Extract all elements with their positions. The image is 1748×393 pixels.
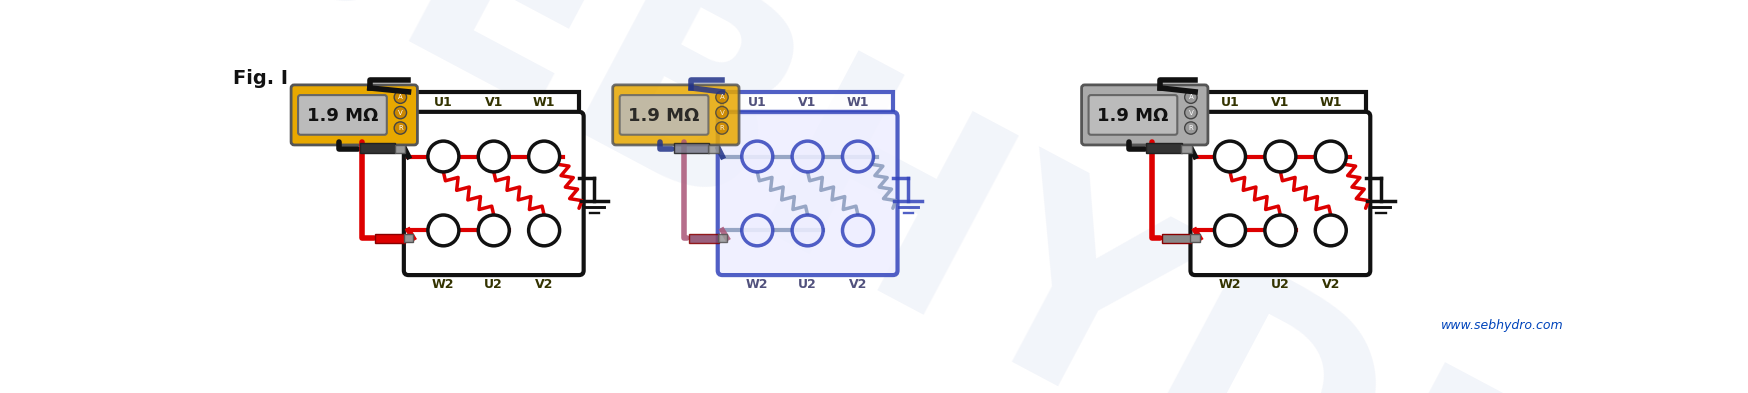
FancyBboxPatch shape [290,85,418,145]
Text: W1: W1 [1318,96,1341,109]
Text: R: R [1189,125,1192,131]
Circle shape [393,122,406,134]
Text: V1: V1 [1271,96,1288,109]
Text: W1: W1 [846,96,869,109]
Text: U2: U2 [1271,278,1288,291]
Text: V: V [1189,110,1192,116]
Text: A: A [718,94,724,100]
Bar [409,92,579,113]
Text: V: V [718,110,724,116]
Bar [395,145,406,152]
Text: SEBHYDR: SEBHYDR [180,0,1612,393]
Text: Fig. I: Fig. I [232,69,287,88]
Text: R: R [399,125,402,131]
Text: W2: W2 [746,278,767,291]
FancyBboxPatch shape [717,112,897,275]
Text: W1: W1 [533,96,556,109]
Circle shape [1264,141,1295,172]
Text: U1: U1 [1220,96,1239,109]
FancyBboxPatch shape [404,112,584,275]
FancyBboxPatch shape [1190,112,1369,275]
Circle shape [715,91,727,103]
Circle shape [393,91,406,103]
Circle shape [1183,107,1196,119]
Circle shape [428,141,458,172]
Circle shape [528,215,559,246]
Circle shape [843,141,872,172]
Text: V1: V1 [484,96,503,109]
Circle shape [1314,141,1346,172]
Text: 1.9 MΩ: 1.9 MΩ [306,107,378,125]
Bar [1190,234,1199,242]
Circle shape [1213,215,1245,246]
Circle shape [741,215,773,246]
Bar [360,143,395,153]
Text: 1.9 MΩ: 1.9 MΩ [1096,107,1168,125]
Text: 1.9 MΩ: 1.9 MΩ [628,107,699,125]
Circle shape [1213,141,1245,172]
Text: V2: V2 [535,278,552,291]
Bar [1180,145,1192,152]
Circle shape [792,215,823,246]
Bar [376,233,404,243]
Circle shape [715,107,727,119]
Circle shape [792,141,823,172]
Circle shape [428,215,458,246]
Text: A: A [1189,94,1192,100]
Text: U1: U1 [748,96,766,109]
FancyBboxPatch shape [612,85,739,145]
Bar [673,143,708,153]
Text: U2: U2 [484,278,503,291]
Bar [1145,143,1182,153]
Text: V2: V2 [1321,278,1339,291]
Text: W2: W2 [432,278,454,291]
Circle shape [393,107,406,119]
FancyBboxPatch shape [1087,95,1176,135]
Circle shape [1183,91,1196,103]
Circle shape [715,122,727,134]
Text: V2: V2 [848,278,867,291]
Text: R: R [718,125,724,131]
Text: www.sebhydro.com: www.sebhydro.com [1440,319,1563,332]
Circle shape [1264,215,1295,246]
Bar [717,234,727,242]
Circle shape [477,141,509,172]
Circle shape [843,215,872,246]
Text: V: V [399,110,402,116]
Circle shape [741,141,773,172]
Text: U1: U1 [434,96,453,109]
Text: V1: V1 [799,96,816,109]
Bar [1194,92,1365,113]
Bar [689,233,718,243]
Text: W2: W2 [1218,278,1241,291]
Bar [1161,233,1190,243]
Text: U2: U2 [797,278,816,291]
FancyBboxPatch shape [619,95,708,135]
Bar [708,145,718,152]
Bar [404,234,413,242]
FancyBboxPatch shape [297,95,386,135]
Text: A: A [399,94,402,100]
Circle shape [528,141,559,172]
Circle shape [1314,215,1346,246]
Circle shape [477,215,509,246]
Bar [722,92,893,113]
Circle shape [1183,122,1196,134]
FancyBboxPatch shape [1080,85,1208,145]
